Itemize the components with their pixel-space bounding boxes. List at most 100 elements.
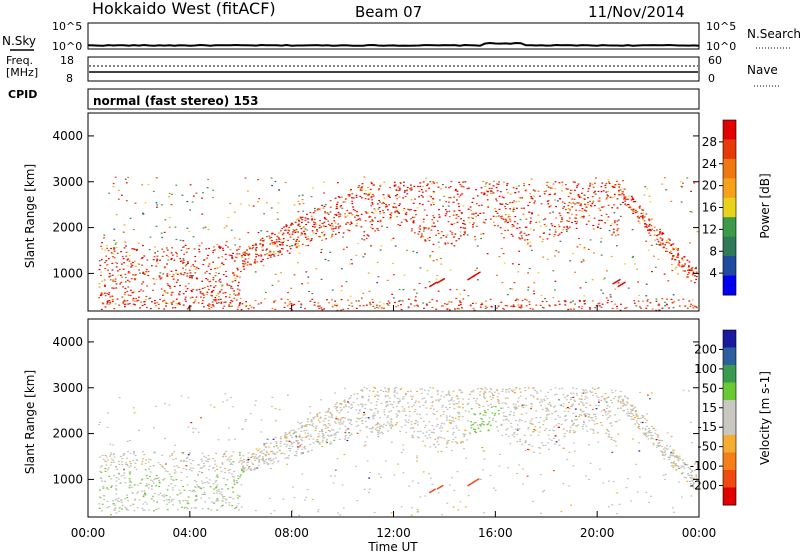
power-cell [388,302,391,304]
power-cell [158,275,161,277]
velocity-cell [246,461,248,464]
velocity-cell [530,408,532,410]
power-cell [594,182,596,184]
power-cell [597,200,600,202]
velocity-cell [397,410,400,412]
velocity-cell [107,459,109,461]
power-cell [355,194,358,196]
power-cell [517,271,520,273]
power-cell [286,250,289,252]
power-cell [496,190,499,192]
power-cell [576,185,579,187]
velocity-cell [416,436,419,438]
power-cell [287,299,289,301]
power-cell [539,225,542,227]
power-cell [170,302,173,304]
power-cell [609,294,612,296]
velocity-cell [170,500,173,502]
power-cell [379,221,382,223]
velocity-cell [303,447,305,449]
power-cell [610,301,613,303]
power-cell [247,308,250,310]
power-cell [205,270,208,272]
velocity-cell [307,432,310,434]
velocity-cell [286,433,288,435]
power-cell [125,200,128,202]
power-cell [421,235,423,237]
power-cell [266,202,268,204]
power-cell [133,291,136,293]
velocity-cell [128,485,131,487]
power-cell [561,190,563,192]
power-cell [111,274,114,276]
power-cell [578,306,580,308]
velocity-cell [279,445,282,447]
power-cell [164,301,167,303]
velocity-cell [516,472,519,474]
power-cell [207,288,210,291]
velocity-cell [251,455,254,458]
velocity-cell [376,412,379,414]
power-cell [348,194,351,196]
velocity-cell [308,424,311,426]
freq-left-tick-top: 18 [60,54,74,67]
velocity-cell [587,416,590,418]
velocity-cell [418,437,420,439]
power-cell [295,228,298,231]
velocity-cell [310,419,313,421]
velocity-cell [326,438,328,440]
power-cell [558,226,561,228]
velocity-cell [574,431,577,433]
velocity-cell [324,411,327,413]
power-cell [672,255,675,257]
power-cell [426,270,429,272]
velocity-cell [100,510,103,512]
power-cell [285,229,287,231]
velocity-cell [662,474,665,476]
power-cell [198,288,201,291]
nave-label: Nave [747,63,778,77]
velocity-cell [544,429,546,432]
power-cell [611,207,614,209]
velocity-cell [558,399,560,401]
velocity-cell [197,473,199,475]
power-cell [547,199,550,202]
velocity-cell [316,439,319,441]
velocity-cell [515,407,518,410]
velocity-cell [303,425,306,427]
power-cell [122,231,125,233]
power-cell [659,228,661,230]
power-cell [413,216,416,218]
velocity-cell [284,432,287,434]
velocity-cell [571,419,573,422]
velocity-cell [177,467,180,469]
velocity-cell [609,410,612,412]
power-cell [427,200,430,202]
velocity-cell [335,416,338,418]
velocity-cell [655,439,658,441]
power-cell [571,206,574,208]
power-cell [565,188,568,190]
velocity-cell [291,442,293,444]
power-cell [587,188,590,190]
power-cell [662,243,664,245]
power-cell [348,263,351,265]
velocity-cell [441,514,444,516]
power-cell [222,292,225,294]
velocity-cell [192,459,194,462]
velocity-cell [672,453,675,455]
velocity-cell [492,397,494,399]
power-cell [369,221,372,223]
power-patch-cell [479,271,481,273]
velocity-cell [108,506,111,508]
velocity-cell [489,388,492,390]
velocity-cell [538,421,541,424]
power-cell [185,290,187,292]
velocity-cell [482,421,485,423]
power-cell [642,209,645,211]
velocity-cell [333,439,336,441]
velocity-cell [438,400,440,402]
velocity-cell [634,423,636,425]
power-cell [377,208,380,210]
velocity-cell [434,446,437,448]
